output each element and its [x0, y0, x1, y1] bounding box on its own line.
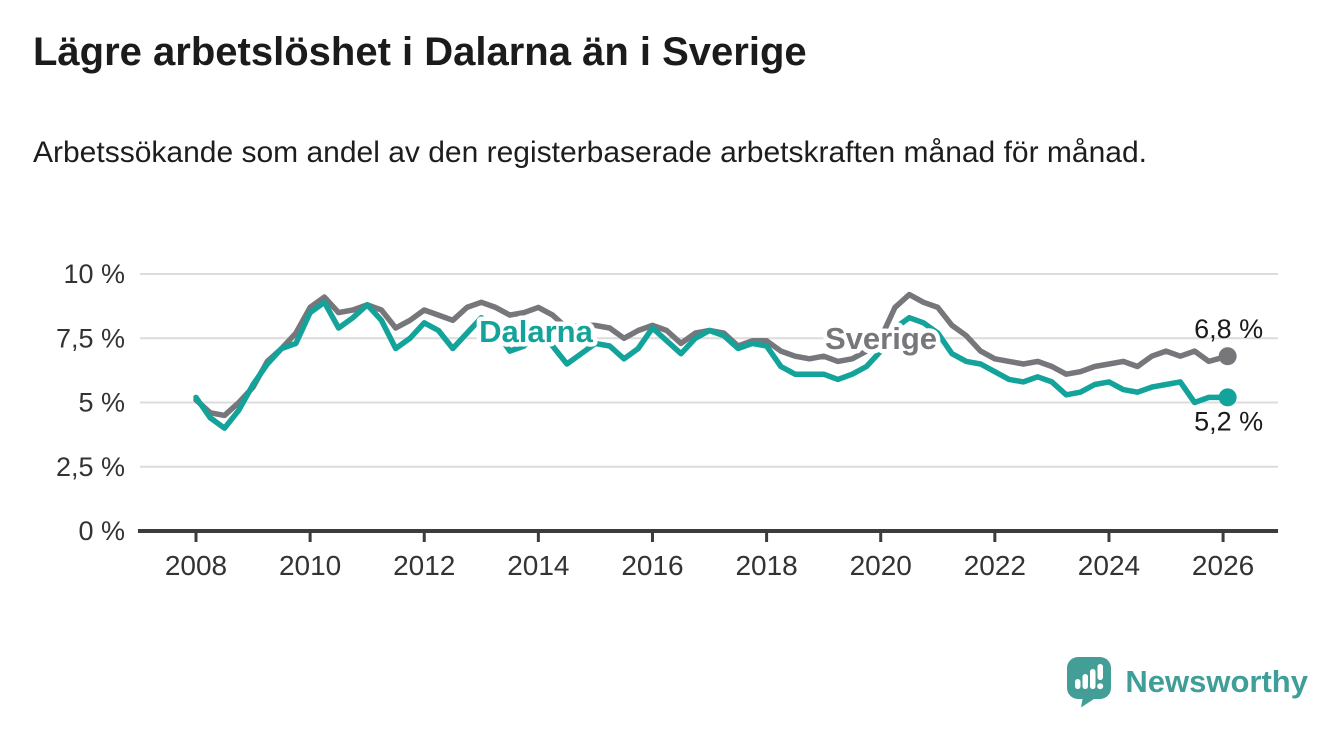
y-axis-label: 5 %	[78, 388, 125, 418]
y-axis-label: 2,5 %	[56, 452, 125, 482]
x-axis-label: 2008	[165, 550, 227, 581]
x-axis-label: 2018	[735, 550, 797, 581]
y-axis-label: 0 %	[78, 516, 125, 546]
chart-title: Lägre arbetslöshet i Dalarna än i Sverig…	[33, 30, 807, 74]
series-label-sverige: Sverige	[825, 321, 937, 356]
series-end-dot-dalarna	[1218, 388, 1237, 407]
x-axis-label: 2022	[964, 550, 1026, 581]
x-axis-label: 2014	[507, 550, 569, 581]
end-value-label-dalarna: 5,2 %	[1194, 406, 1263, 436]
y-axis-label: 7,5 %	[56, 323, 125, 353]
series-line-dalarna	[193, 299, 1231, 431]
x-axis-label: 2012	[393, 550, 455, 581]
newsworthy-logo-icon	[1067, 657, 1112, 708]
x-axis-label: 2024	[1078, 550, 1140, 581]
series-end-dot-sverige	[1218, 347, 1237, 366]
series-label-dalarna: Dalarna	[479, 314, 593, 349]
x-axis-label: 2016	[621, 550, 683, 581]
y-axis-label: 10 %	[63, 259, 125, 289]
x-axis-label: 2010	[279, 550, 341, 581]
chart-subtitle: Arbetssökande som andel av den registerb…	[33, 136, 1147, 169]
newsworthy-wordmark: Newsworthy	[1125, 664, 1308, 699]
x-axis-label: 2020	[850, 550, 912, 581]
end-value-label-sverige: 6,8 %	[1194, 314, 1263, 344]
newsworthy-logo: Newsworthy	[1066, 656, 1308, 708]
x-axis-label: 2026	[1192, 550, 1254, 581]
series-line-sverige	[193, 291, 1231, 419]
